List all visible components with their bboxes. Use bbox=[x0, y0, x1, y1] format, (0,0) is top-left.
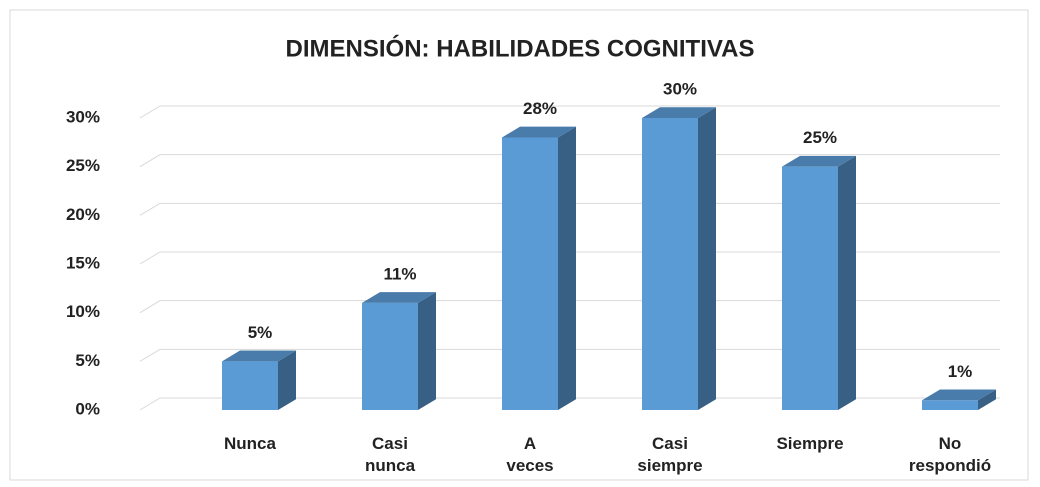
bar bbox=[502, 137, 558, 410]
x-tick-label: A veces bbox=[506, 434, 554, 475]
y-tick-label: 5% bbox=[75, 351, 100, 370]
bar-side bbox=[418, 292, 436, 410]
bar-top bbox=[922, 389, 996, 401]
grid-line bbox=[139, 251, 1000, 265]
x-tick-label: No respondió bbox=[908, 434, 992, 475]
bar-top bbox=[502, 126, 576, 138]
grid-line bbox=[139, 397, 1000, 411]
grid-line bbox=[139, 202, 1000, 216]
bar bbox=[922, 400, 978, 410]
bar-top bbox=[222, 350, 296, 362]
bar-side bbox=[978, 389, 996, 410]
x-tick-label: Siempre bbox=[776, 434, 844, 453]
x-tick-label: Casi siempre bbox=[637, 434, 703, 475]
x-tick-label: Nunca bbox=[224, 434, 276, 453]
bar-top bbox=[362, 292, 436, 303]
grid-line bbox=[139, 348, 1000, 362]
bar bbox=[782, 166, 838, 410]
data-label: 30% bbox=[663, 79, 697, 98]
bar-side bbox=[278, 350, 296, 410]
bar-side bbox=[838, 155, 856, 410]
bar-top bbox=[642, 107, 716, 118]
y-tick-label: 20% bbox=[66, 205, 100, 224]
grid-line bbox=[139, 154, 1000, 168]
bar bbox=[642, 118, 698, 410]
bar bbox=[222, 361, 278, 410]
data-label: 1% bbox=[948, 362, 973, 381]
chart-title: DIMENSIÓN: HABILIDADES COGNITIVAS bbox=[286, 34, 755, 62]
data-label: 28% bbox=[523, 99, 557, 118]
bar-side bbox=[558, 126, 576, 411]
x-tick-label: Casi nunca bbox=[364, 434, 416, 475]
y-tick-label: 30% bbox=[66, 107, 100, 126]
bar bbox=[362, 302, 418, 410]
data-label: 5% bbox=[248, 323, 273, 342]
y-tick-label: 10% bbox=[66, 302, 100, 321]
grid-line bbox=[139, 105, 1000, 119]
y-tick-label: 15% bbox=[66, 253, 100, 272]
data-label: 25% bbox=[803, 128, 837, 147]
grid-line bbox=[139, 300, 1000, 314]
bar-side bbox=[698, 107, 716, 410]
data-label: 11% bbox=[383, 264, 416, 283]
y-tick-label: 0% bbox=[75, 399, 100, 418]
bar-top bbox=[782, 155, 856, 167]
y-tick-label: 25% bbox=[66, 156, 100, 175]
